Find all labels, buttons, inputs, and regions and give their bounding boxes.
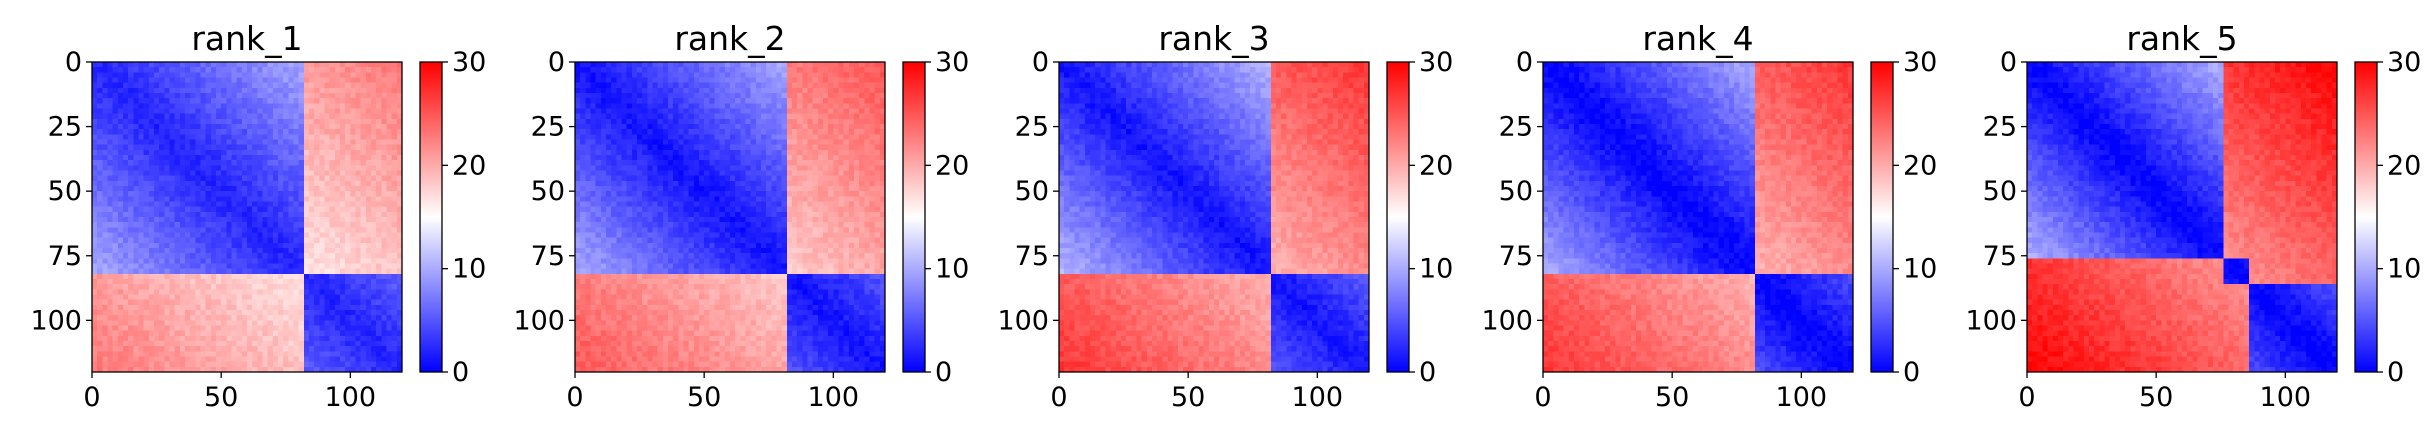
x-tick-label: 50 [1171, 382, 1205, 413]
colorbar-tick-label: 30 [452, 47, 486, 78]
colorbar-tick-label: 30 [935, 47, 969, 78]
y-tick-label: 25 [1499, 112, 1533, 143]
panel-title: rank_5 [2126, 19, 2237, 58]
colorbar-tick-label: 10 [1419, 254, 1453, 285]
x-tick-label: 100 [808, 382, 860, 413]
y-tick-label: 100 [997, 305, 1049, 336]
x-tick-label: 100 [1776, 382, 1828, 413]
y-tick-label: 0 [65, 47, 82, 78]
heatmap-image [1059, 62, 1369, 372]
y-tick-label: 0 [1516, 47, 1533, 78]
heatmap-image [1543, 62, 1853, 372]
colorbar-tick-label: 10 [935, 254, 969, 285]
colorbar-tick-label: 20 [2387, 150, 2421, 181]
heatmap-panel-1: rank_1 0 25 50 75 100 0 50 100 0 10 20 30 [30, 19, 486, 413]
x-tick-label: 50 [2139, 382, 2173, 413]
colorbar-tick-label: 10 [1903, 254, 1937, 285]
heatmap-panel-5: rank_5 0 25 50 75 100 0 50 100 0 10 20 30 [1965, 19, 2421, 413]
y-tick-label: 100 [1481, 305, 1533, 336]
colorbar-tick-label: 10 [452, 254, 486, 285]
colorbar [902, 61, 926, 373]
y-tick-label: 50 [48, 176, 82, 207]
colorbar-tick-label: 0 [1419, 357, 1436, 388]
colorbar-tick-label: 20 [1419, 150, 1453, 181]
y-tick-label: 0 [2000, 47, 2017, 78]
x-tick-label: 0 [1050, 382, 1067, 413]
colorbar [1870, 61, 1894, 373]
y-tick-label: 25 [1015, 112, 1049, 143]
y-tick-label: 50 [1983, 176, 2017, 207]
colorbar [1386, 61, 1410, 373]
heatmap-image [575, 62, 885, 372]
colorbar-tick-label: 30 [2387, 47, 2421, 78]
y-tick-label: 0 [1032, 47, 1049, 78]
y-tick-label: 75 [531, 241, 565, 272]
x-tick-label: 100 [1292, 382, 1344, 413]
y-tick-label: 100 [30, 305, 82, 336]
x-tick-label: 100 [325, 382, 377, 413]
y-tick-label: 50 [1499, 176, 1533, 207]
x-tick-label: 50 [204, 382, 238, 413]
colorbar-tick-label: 0 [1903, 357, 1920, 388]
y-tick-label: 25 [531, 112, 565, 143]
heatmap-image [2027, 62, 2337, 372]
y-tick-label: 100 [1965, 305, 2017, 336]
x-tick-label: 50 [1655, 382, 1689, 413]
x-tick-label: 100 [2260, 382, 2312, 413]
heatmap-panel-4: rank_4 0 25 50 75 100 0 50 100 0 10 20 30 [1481, 19, 1937, 413]
colorbar-tick-label: 10 [2387, 254, 2421, 285]
y-tick-label: 75 [1983, 241, 2017, 272]
y-tick-label: 50 [1015, 176, 1049, 207]
x-tick-label: 0 [1534, 382, 1551, 413]
panel-title: rank_1 [191, 19, 302, 58]
colorbar [419, 61, 443, 373]
panel-title: rank_4 [1642, 19, 1753, 58]
colorbar-tick-label: 0 [2387, 357, 2404, 388]
colorbar-tick-label: 20 [452, 150, 486, 181]
y-tick-label: 75 [1499, 241, 1533, 272]
x-tick-label: 0 [83, 382, 100, 413]
y-tick-label: 25 [1983, 112, 2017, 143]
x-tick-label: 0 [2018, 382, 2035, 413]
colorbar-tick-label: 20 [1903, 150, 1937, 181]
heatmap-panel-2: rank_2 0 25 50 75 100 0 50 100 0 10 20 30 [513, 19, 969, 413]
y-tick-label: 75 [1015, 241, 1049, 272]
colorbar-tick-label: 30 [1419, 47, 1453, 78]
colorbar-tick-label: 0 [935, 357, 952, 388]
panel-title: rank_3 [1158, 19, 1269, 58]
x-tick-label: 0 [566, 382, 583, 413]
heatmap-image [92, 62, 402, 372]
colorbar [2354, 61, 2378, 373]
y-tick-label: 75 [48, 241, 82, 272]
y-tick-label: 0 [548, 47, 565, 78]
x-tick-label: 50 [687, 382, 721, 413]
y-tick-label: 25 [48, 112, 82, 143]
y-tick-label: 100 [513, 305, 565, 336]
colorbar-tick-label: 0 [452, 357, 469, 388]
heatmap-panel-3: rank_3 0 25 50 75 100 0 50 100 0 10 20 30 [997, 19, 1453, 413]
colorbar-tick-label: 20 [935, 150, 969, 181]
y-tick-label: 50 [531, 176, 565, 207]
panel-title: rank_2 [674, 19, 785, 58]
colorbar-tick-label: 30 [1903, 47, 1937, 78]
